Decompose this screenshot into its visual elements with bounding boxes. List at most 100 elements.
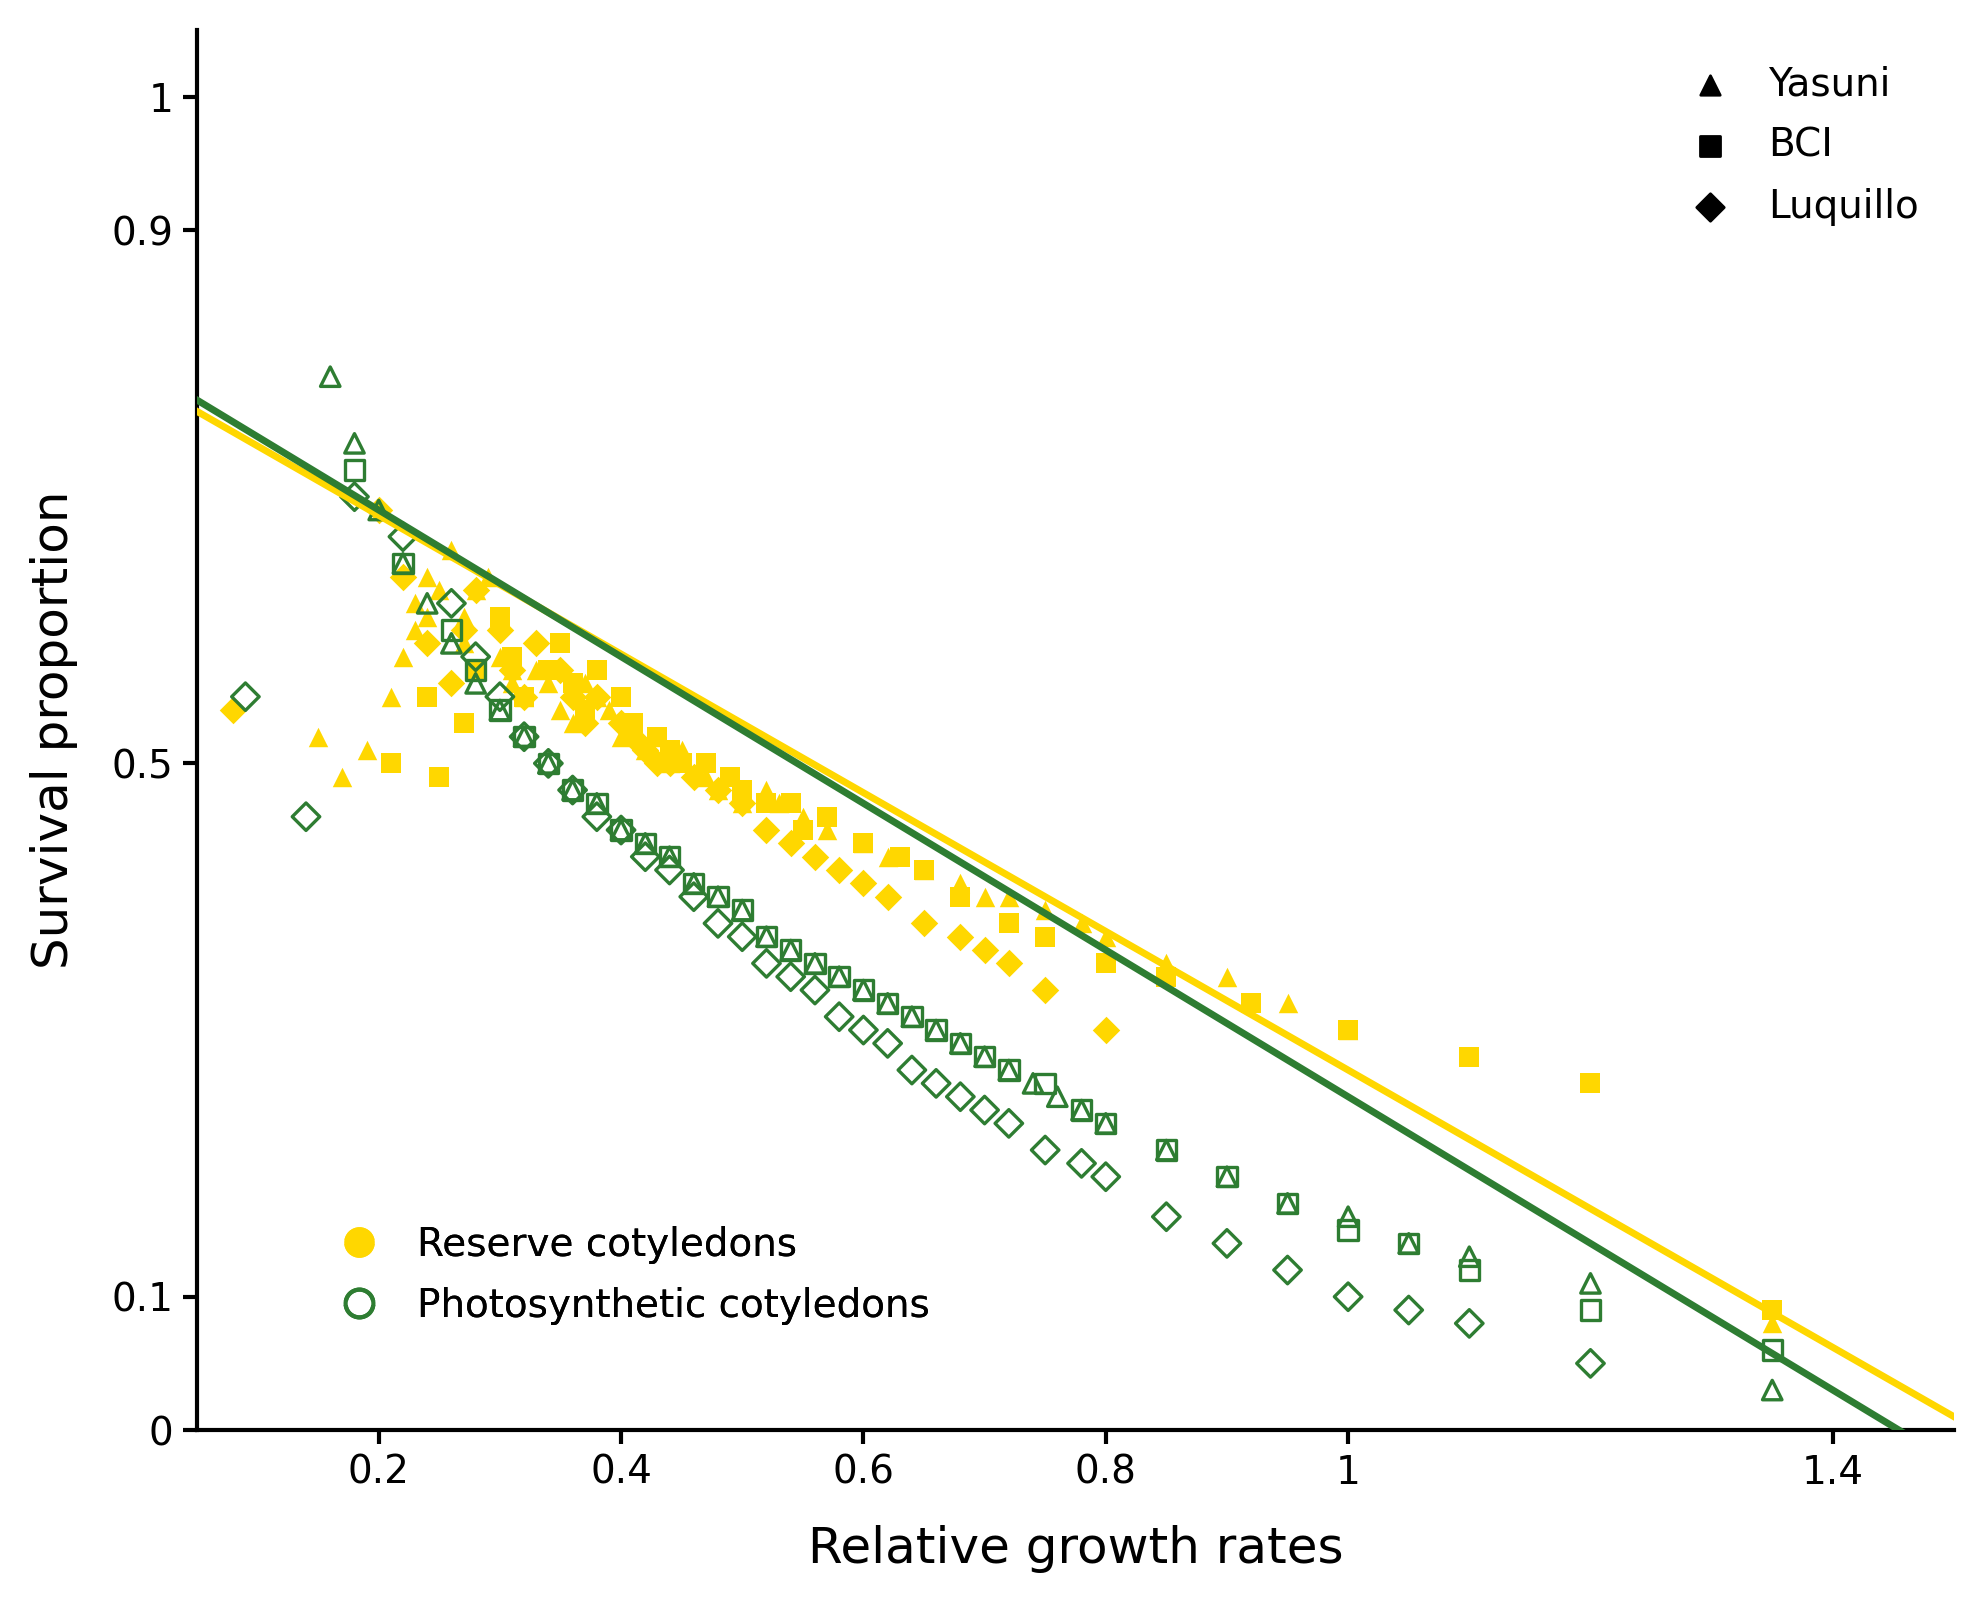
Point bbox=[496, 657, 528, 683]
Point bbox=[532, 657, 563, 683]
Point bbox=[593, 697, 625, 723]
Point bbox=[800, 978, 831, 1003]
Point bbox=[944, 923, 976, 949]
Point bbox=[375, 684, 407, 710]
Point bbox=[641, 725, 673, 750]
Point bbox=[653, 737, 684, 763]
Point bbox=[776, 790, 807, 816]
Point bbox=[1151, 951, 1182, 976]
Point bbox=[1393, 1297, 1425, 1322]
Point bbox=[968, 1044, 1000, 1069]
Point bbox=[436, 590, 468, 616]
Point bbox=[1272, 1191, 1303, 1217]
Point bbox=[1331, 1018, 1363, 1044]
Point bbox=[944, 1084, 976, 1109]
Point bbox=[558, 777, 589, 803]
Point bbox=[871, 1031, 903, 1056]
Point bbox=[871, 883, 903, 909]
Point bbox=[351, 737, 383, 763]
Point bbox=[800, 951, 831, 976]
Point bbox=[847, 978, 879, 1003]
Point bbox=[484, 697, 516, 723]
Point bbox=[1454, 1311, 1486, 1337]
Point bbox=[387, 550, 419, 575]
Point bbox=[823, 858, 855, 883]
Point bbox=[375, 750, 407, 776]
Point bbox=[909, 858, 940, 883]
Point bbox=[313, 364, 345, 390]
Point bbox=[1065, 1096, 1097, 1122]
Point bbox=[581, 790, 613, 816]
Point bbox=[726, 790, 758, 816]
Point bbox=[921, 1071, 952, 1096]
Point bbox=[702, 777, 734, 803]
Point bbox=[1018, 1071, 1050, 1096]
Point bbox=[847, 830, 879, 856]
Point bbox=[1331, 1284, 1363, 1310]
Point bbox=[629, 737, 661, 763]
Point bbox=[944, 883, 976, 909]
Point bbox=[1272, 1191, 1303, 1217]
Point bbox=[992, 951, 1024, 976]
Point bbox=[448, 710, 480, 736]
Point bbox=[290, 803, 321, 829]
Point bbox=[508, 725, 540, 750]
Point bbox=[558, 684, 589, 710]
Point bbox=[788, 818, 819, 843]
Point bbox=[484, 644, 516, 670]
Point bbox=[1331, 1204, 1363, 1230]
Point bbox=[1089, 1164, 1121, 1189]
Point bbox=[411, 630, 442, 656]
Point bbox=[823, 1003, 855, 1029]
Point bbox=[496, 670, 528, 696]
Point bbox=[968, 1044, 1000, 1069]
Point bbox=[1575, 1071, 1607, 1096]
Point bbox=[750, 923, 782, 949]
Point bbox=[679, 883, 710, 909]
Point bbox=[617, 725, 649, 750]
Point bbox=[702, 883, 734, 909]
Point bbox=[653, 858, 684, 883]
Point bbox=[1065, 911, 1097, 936]
Point bbox=[423, 765, 454, 790]
Point bbox=[558, 670, 589, 696]
Point bbox=[448, 630, 480, 656]
Point bbox=[1210, 1164, 1242, 1189]
Point bbox=[448, 604, 480, 630]
Point bbox=[1065, 1151, 1097, 1177]
Point bbox=[520, 630, 552, 656]
Point bbox=[629, 737, 661, 763]
Point bbox=[992, 1058, 1024, 1084]
Point bbox=[1454, 1244, 1486, 1270]
Point bbox=[1030, 1071, 1061, 1096]
Point bbox=[436, 670, 468, 696]
Point bbox=[484, 617, 516, 643]
Point bbox=[436, 617, 468, 643]
Point bbox=[302, 725, 333, 750]
Point bbox=[726, 898, 758, 923]
Point bbox=[544, 630, 575, 656]
Point bbox=[992, 911, 1024, 936]
Point bbox=[520, 657, 552, 683]
Point bbox=[581, 684, 613, 710]
Point bbox=[569, 697, 601, 723]
Point bbox=[1089, 1018, 1121, 1044]
Point bbox=[702, 777, 734, 803]
Point bbox=[629, 830, 661, 856]
X-axis label: Relative growth rates: Relative growth rates bbox=[807, 1524, 1343, 1573]
Point bbox=[897, 1003, 929, 1029]
Point bbox=[1030, 1137, 1061, 1162]
Point bbox=[532, 750, 563, 776]
Point bbox=[726, 790, 758, 816]
Point bbox=[532, 750, 563, 776]
Point bbox=[339, 484, 371, 510]
Point bbox=[581, 684, 613, 710]
Point bbox=[776, 938, 807, 963]
Point bbox=[1065, 1096, 1097, 1122]
Point bbox=[1575, 1271, 1607, 1297]
Point bbox=[363, 497, 395, 523]
Point bbox=[667, 737, 698, 763]
Point bbox=[944, 870, 976, 896]
Point bbox=[702, 883, 734, 909]
Point bbox=[544, 697, 575, 723]
